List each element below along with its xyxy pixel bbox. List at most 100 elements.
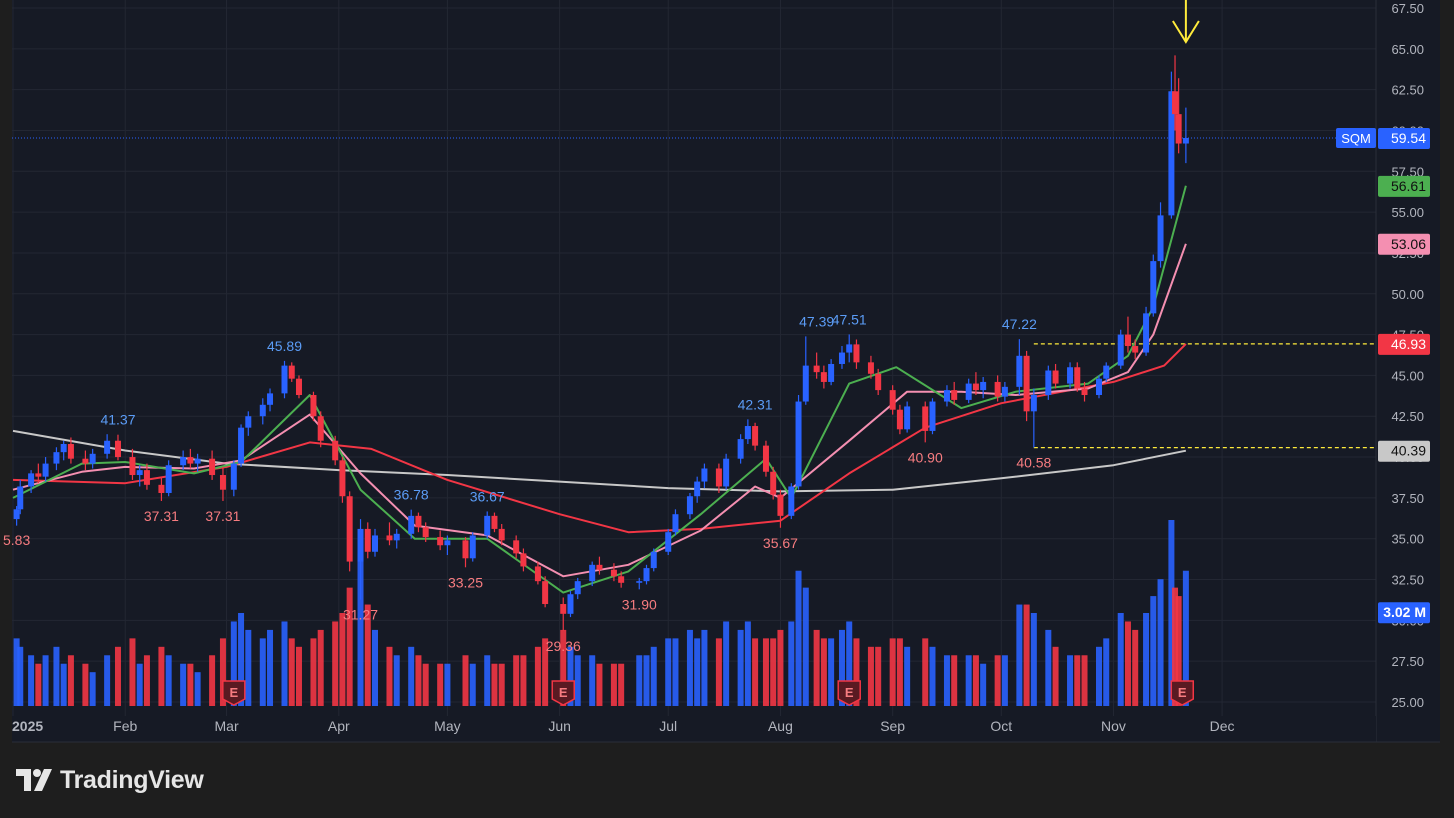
candle [1124,316,1131,353]
y-tick-label: 37.50 [1391,491,1424,506]
volume-bar [1150,596,1157,706]
candle-body [143,470,150,485]
volume-bar [980,663,987,706]
candle-body [618,576,625,583]
candle-body [317,416,324,441]
volume-bar [802,587,809,706]
candle [422,522,429,542]
tradingview-brand[interactable]: TradingView [16,764,204,796]
candle [187,448,194,469]
price-label-ema_slow: 46.93 [1391,336,1426,352]
candle-body [1143,313,1150,353]
candle [89,448,96,469]
candle [295,375,302,399]
y-axis[interactable]: 25.0027.5030.0032.5035.0037.5040.0042.50… [1375,0,1440,742]
volume-bar [1081,655,1088,706]
candle-body [1168,91,1175,216]
candle-body [67,443,74,459]
candle [364,522,371,559]
candle-body [1052,370,1059,384]
volume-bar [310,638,317,706]
candle [980,377,987,399]
x-axis[interactable]: 2025 Feb Mar Apr May Jun Jul Aug Sep Oct Nov Dec [12,716,1440,743]
y-tick-label: 42.50 [1391,409,1424,424]
candle [1023,350,1030,422]
x-tick-label: Feb [113,718,137,734]
arrow-marker [1172,0,1200,44]
volume-bar [889,638,896,706]
candle [567,590,574,618]
volume-bar [951,655,958,706]
brand-name: TradingView [60,765,204,794]
candle-body [951,390,958,400]
candle [317,411,324,448]
price-label-bg-last [1378,127,1430,149]
candle-body [372,535,378,552]
earnings-marker: E [222,680,246,706]
candle [965,378,972,404]
candle [596,556,603,575]
candle [386,522,393,546]
volume-bar [672,638,679,706]
candle-body [534,566,541,582]
volume-bar [498,663,505,706]
volume-bar [744,621,751,706]
candle [484,511,491,539]
candle [838,346,845,369]
candle [737,434,744,464]
volume-bar [1172,587,1179,706]
volume-bar [219,638,226,706]
x-tick-label: Dec [1210,718,1235,734]
candle [82,450,89,471]
candle [245,411,252,436]
candle [867,355,874,379]
candle [542,576,549,608]
volume-bar [317,629,324,706]
candle [1096,375,1102,399]
candle-body [245,416,252,428]
volume-bar [408,646,415,706]
volume-bar [770,638,777,706]
volume-bar [788,621,795,706]
price-label-bg-sma_long [1378,440,1430,462]
candle [67,437,74,464]
grid [12,0,1376,716]
earnings-marker-label: E [845,685,854,700]
candle-body [13,509,20,520]
candle [560,597,567,631]
candle [1016,339,1023,396]
candle-body [422,527,429,538]
candle [219,466,226,501]
candle [770,466,777,500]
candle [846,334,853,363]
annotation-high: 42.31 [738,396,773,412]
earnings-marker-label: E [1178,685,1187,700]
volume-bar [574,655,581,706]
annotation-low: 37.31 [144,508,179,524]
candle-body [230,463,237,490]
candle-body [867,362,874,374]
volume-bar [114,646,121,706]
candle-body [820,372,827,382]
candle-body [386,535,393,541]
candle [35,463,42,484]
candle-body [129,457,136,476]
candle-body [846,344,853,353]
y-tick-label: 65.00 [1391,42,1424,57]
price-label-volume: 3.02 M [1383,604,1426,620]
volume-bar [813,629,820,706]
candle-body [929,401,936,431]
volume-bar [372,629,378,706]
price-label-sma_long: 40.39 [1391,443,1426,459]
candle [104,434,111,459]
volume-bar [694,638,701,706]
candle-body [672,514,679,533]
candle-body [610,569,617,577]
candle-body [1016,355,1023,387]
candle [469,532,476,562]
annotation-high: 47.22 [1002,316,1037,332]
candle [114,434,121,461]
candle [346,491,353,572]
volume-bar [281,621,288,706]
